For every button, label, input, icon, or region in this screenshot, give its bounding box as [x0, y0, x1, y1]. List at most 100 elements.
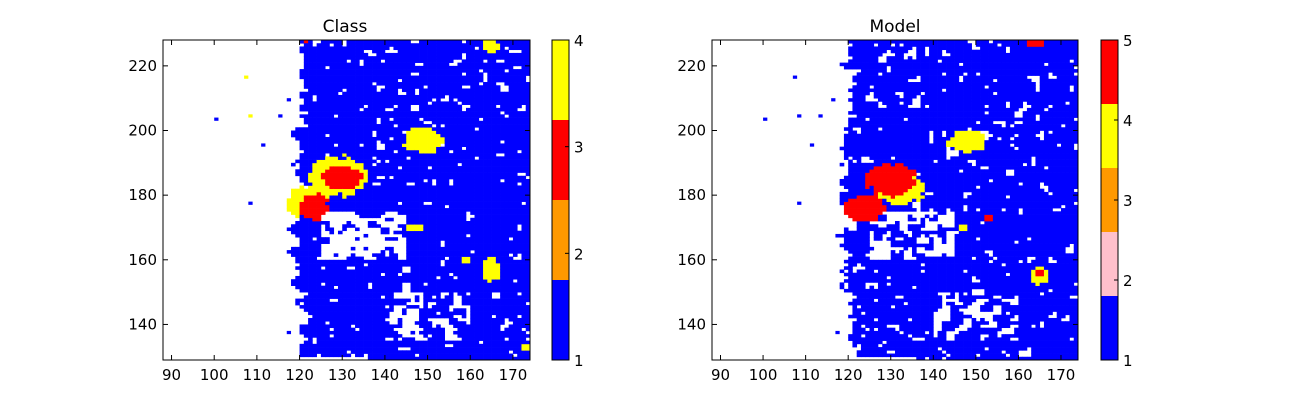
class-cell: [393, 337, 399, 341]
class-cell: [517, 250, 522, 254]
class-cell: [299, 191, 305, 196]
class-cell: [337, 56, 343, 60]
class-cell: [431, 149, 437, 154]
class-cell: [380, 308, 386, 312]
class-cell: [329, 227, 335, 232]
class-cell: [384, 182, 390, 186]
class-cell: [397, 114, 403, 118]
class-cell: [431, 153, 437, 157]
class-cell: [337, 143, 343, 148]
class-cell: [299, 156, 305, 160]
class-cell: [495, 111, 501, 115]
class-cell: [512, 172, 518, 177]
class-cell: [444, 353, 450, 358]
class-cell: [419, 153, 424, 157]
class-cell: [495, 240, 501, 244]
class-cell: [355, 104, 360, 109]
class-cell: [453, 172, 458, 177]
model-cell: [848, 301, 853, 306]
class-cell: [508, 266, 514, 270]
class-cell: [308, 72, 313, 76]
class-cell: [465, 298, 471, 303]
model-cell: [852, 253, 858, 257]
class-cell: [448, 52, 454, 57]
class-cell: [517, 324, 522, 329]
class-cell: [325, 221, 330, 225]
class-cell: [337, 124, 343, 128]
class-cell: [414, 347, 420, 351]
class-cell: [303, 230, 309, 235]
class-cell: [333, 208, 339, 212]
class-cell: [337, 69, 343, 73]
class-cell: [355, 321, 360, 325]
class-cell: [465, 43, 471, 47]
class-cell: [401, 340, 407, 345]
class-cell: [461, 211, 467, 215]
class-cell: [376, 198, 381, 202]
class-cell: [342, 146, 347, 151]
class-cell: [414, 233, 420, 238]
class-cell: [397, 172, 403, 177]
class-cell: [487, 195, 492, 199]
class-cell: [346, 221, 352, 225]
class-cell: [384, 191, 390, 196]
class-cell: [303, 195, 309, 199]
class-cell: [397, 169, 403, 173]
model-cell: [843, 156, 849, 160]
model-cell: [843, 233, 849, 238]
class-cell: [393, 117, 399, 122]
class-cell: [431, 185, 437, 190]
class-cell: [308, 227, 313, 232]
class-cell: [414, 65, 420, 70]
class-cell: [363, 43, 369, 47]
class-cell: [500, 253, 505, 257]
class-cell: [325, 62, 330, 67]
class-cell: [448, 233, 454, 238]
class-cell: [474, 240, 480, 244]
class-cell: [500, 188, 505, 193]
class-cell: [355, 88, 360, 93]
class-cell: [436, 356, 441, 361]
class-cell: [508, 233, 514, 238]
class-cell: [444, 69, 450, 73]
class-cell: [329, 172, 335, 177]
class-cell: [350, 98, 356, 102]
class-cell: [342, 101, 347, 105]
class-cell: [320, 52, 326, 57]
class-cell: [401, 146, 407, 151]
class-cell: [346, 259, 352, 264]
class-cell: [512, 350, 518, 354]
model-cell: [848, 143, 853, 148]
class-cell: [517, 136, 522, 141]
class-cell: [504, 91, 510, 96]
class-cell: [427, 182, 433, 186]
class-cell: [346, 317, 352, 322]
class-cell: [474, 182, 480, 186]
class-cell: [525, 327, 531, 332]
class-cell: [414, 356, 420, 361]
class-cell: [299, 188, 305, 193]
class-cell: [495, 221, 501, 225]
model-cell: [852, 111, 858, 115]
class-cell: [431, 59, 437, 63]
class-cell: [474, 217, 480, 222]
class-cell: [372, 204, 377, 209]
class-cell: [367, 65, 373, 70]
class-cell: [389, 111, 394, 115]
class-cell: [448, 253, 454, 257]
class-cell: [457, 250, 463, 254]
class-cell: [453, 153, 458, 157]
class-cell: [448, 72, 454, 76]
class-cell: [521, 305, 527, 309]
class-cell: [312, 256, 317, 261]
class-cell: [487, 59, 492, 63]
class-cell: [465, 133, 471, 138]
class-cell: [423, 275, 428, 280]
class-cell: [389, 353, 394, 358]
class-cell: [470, 62, 475, 67]
class-cell: [419, 43, 424, 47]
class-cell: [431, 130, 437, 135]
class-cell: [495, 214, 501, 219]
class-cell: [478, 275, 484, 280]
class-cell: [495, 317, 501, 322]
